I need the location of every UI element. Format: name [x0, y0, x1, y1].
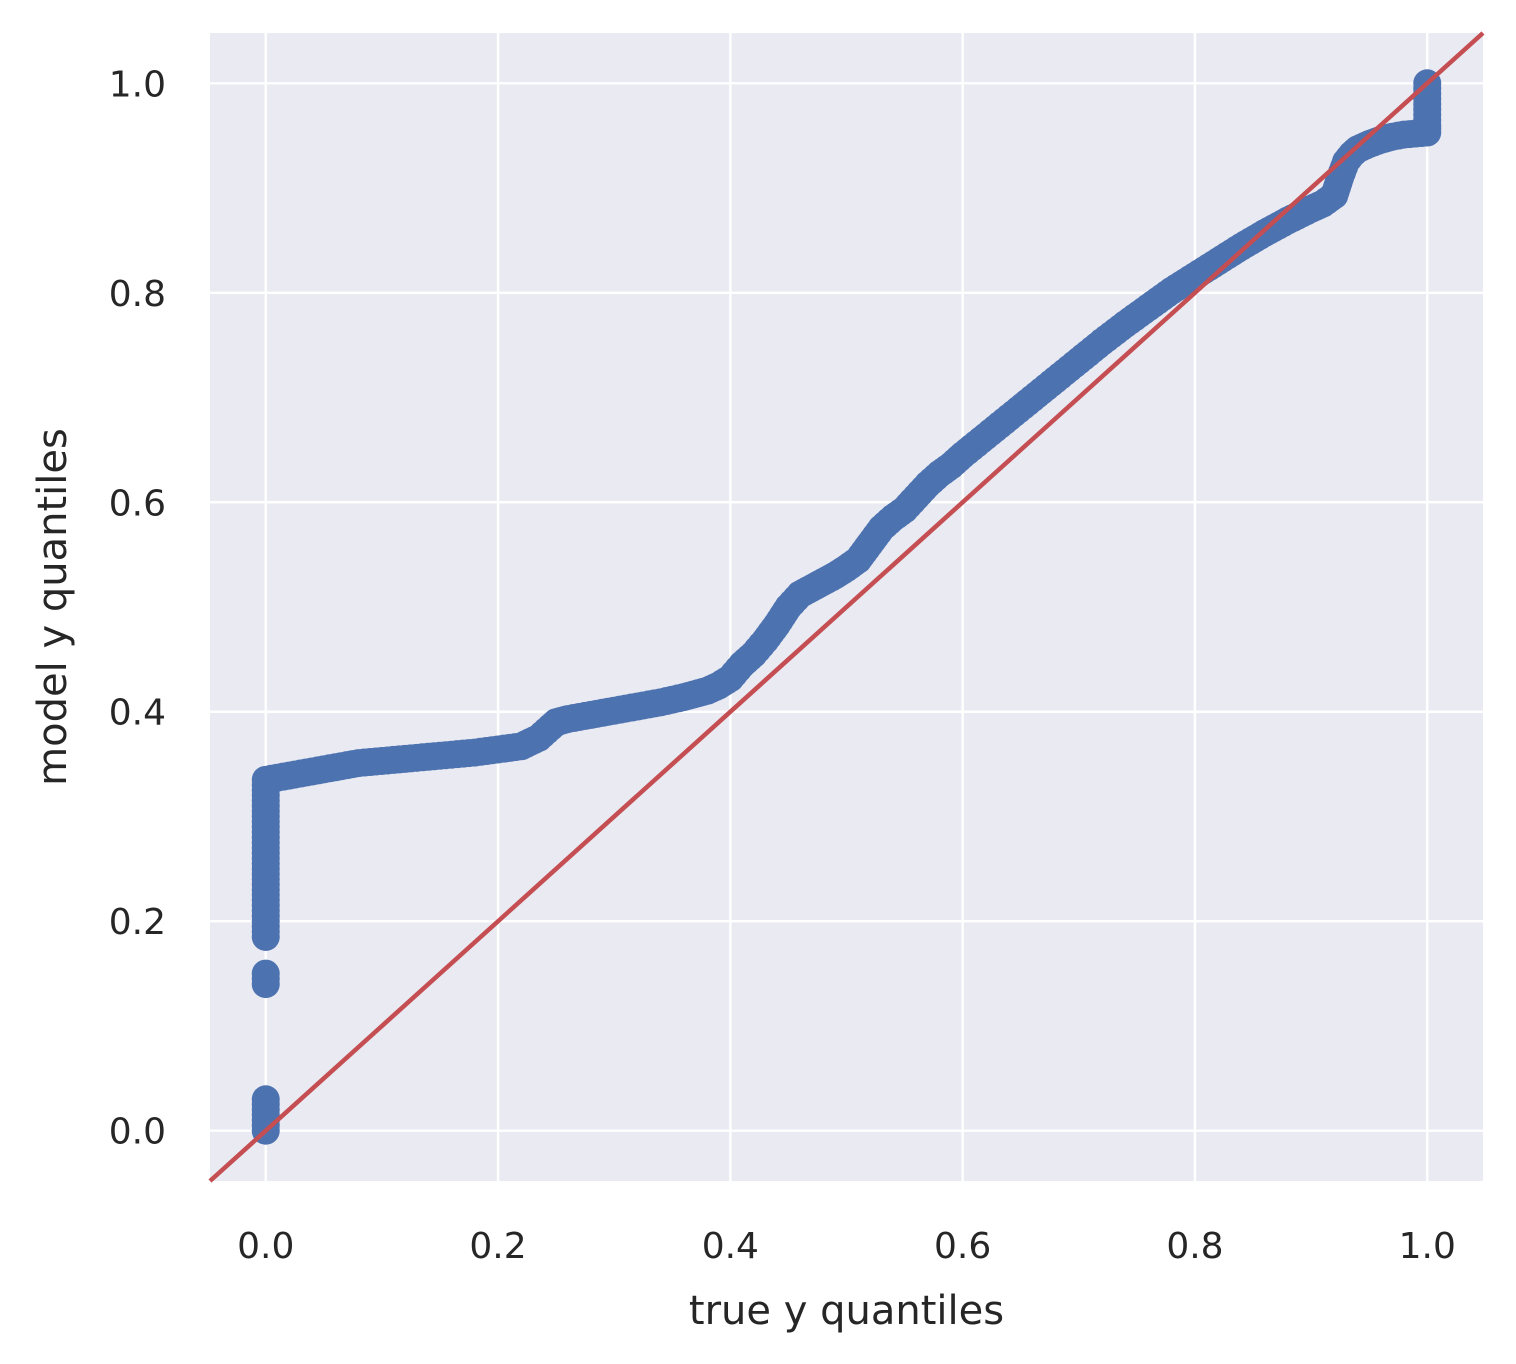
y-tick-labels: 0.0 0.2 0.4 0.6 0.8 1.0	[109, 64, 166, 1152]
x-tick-label: 0.6	[934, 1226, 991, 1267]
y-axis-label: model y quantiles	[30, 428, 76, 786]
scatter-point	[251, 1085, 280, 1114]
reference-line	[208, 31, 1485, 1183]
x-axis-label: true y quantiles	[689, 1288, 1004, 1334]
y-tick-label: 0.6	[109, 483, 166, 524]
y-tick-label: 0.2	[109, 902, 166, 943]
x-tick-label: 0.2	[469, 1226, 526, 1267]
x-tick-label: 0.4	[702, 1226, 759, 1267]
x-tick-labels: 0.0 0.2 0.4 0.6 0.8 1.0	[237, 1226, 1456, 1267]
y-tick-label: 0.0	[109, 1112, 166, 1153]
x-tick-label: 0.8	[1166, 1226, 1223, 1267]
x-tick-label: 0.0	[237, 1226, 294, 1267]
gridlines	[210, 33, 1483, 1181]
x-tick-label: 1.0	[1399, 1226, 1456, 1267]
y-tick-label: 0.8	[109, 274, 166, 315]
reference-line-group	[208, 31, 1485, 1183]
scatter-point	[251, 959, 280, 988]
y-tick-label: 1.0	[109, 64, 166, 105]
y-tick-label: 0.4	[109, 693, 166, 734]
